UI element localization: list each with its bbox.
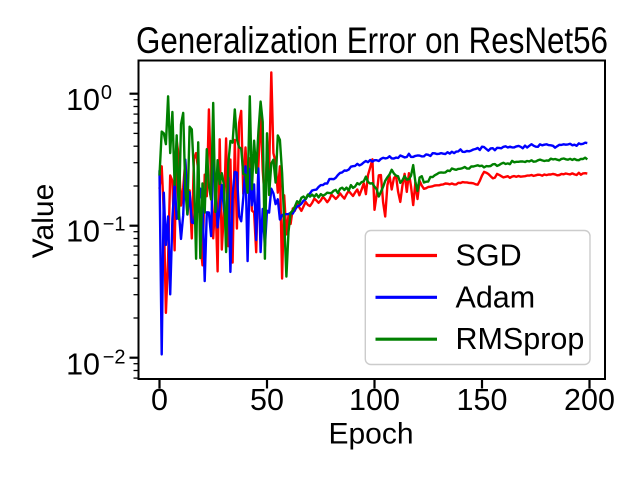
svg-text:50: 50 — [250, 383, 284, 417]
svg-text:RMSprop: RMSprop — [456, 322, 585, 356]
svg-text:Adam: Adam — [456, 280, 536, 314]
svg-text:10: 10 — [66, 347, 100, 381]
svg-text:Value: Value — [27, 184, 60, 259]
svg-text:−1: −1 — [103, 214, 126, 236]
svg-text:Epoch: Epoch — [328, 418, 413, 451]
svg-text:150: 150 — [457, 383, 508, 417]
svg-text:200: 200 — [564, 383, 615, 417]
svg-text:0: 0 — [151, 383, 168, 417]
svg-text:10: 10 — [66, 214, 100, 248]
svg-text:10: 10 — [66, 83, 100, 117]
svg-text:SGD: SGD — [456, 239, 522, 273]
svg-text:Generalization Error on ResNet: Generalization Error on ResNet56 — [136, 20, 608, 61]
svg-text:−2: −2 — [103, 347, 126, 369]
svg-text:100: 100 — [349, 383, 400, 417]
svg-text:0: 0 — [101, 82, 112, 104]
